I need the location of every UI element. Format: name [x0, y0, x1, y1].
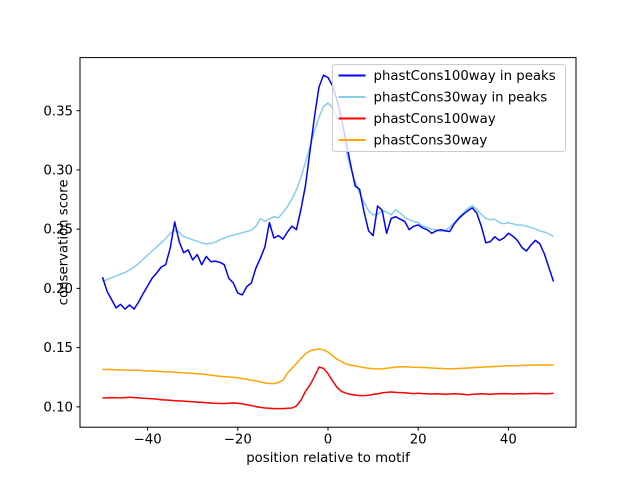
series-line-phastcons100way — [102, 366, 554, 410]
x-tick-label: 40 — [500, 433, 517, 448]
x-tick-label: −40 — [134, 433, 162, 448]
x-axis-label: position relative to motif — [246, 451, 410, 466]
legend-label: phastCons30way — [374, 134, 488, 149]
x-tick-label: −20 — [224, 433, 252, 448]
series-line-phastcons30way — [102, 348, 554, 385]
series-line-phastcons100way-in-peaks — [101, 74, 555, 310]
series-line-phastcons30way-in-peaks — [102, 102, 554, 282]
y-axis-label: conservation score — [57, 179, 72, 305]
y-tick-label: 0.10 — [43, 400, 73, 415]
y-tick-label: 0.35 — [43, 104, 73, 119]
y-tick-label: 0.25 — [43, 223, 73, 238]
legend-label: phastCons30way in peaks — [374, 91, 548, 106]
y-tick-label: 0.15 — [43, 341, 73, 356]
x-tick-label: 20 — [410, 433, 427, 448]
y-tick-label: 0.20 — [43, 282, 73, 297]
legend: phastCons100way in peaks phastCons30way i… — [332, 64, 566, 152]
legend-box — [332, 64, 566, 152]
plot-lines — [101, 74, 555, 410]
x-axis: −40 −20 0 20 40 — [134, 427, 517, 448]
y-axis: 0.10 0.15 0.20 0.25 0.30 0.35 — [43, 104, 80, 415]
y-tick-label: 0.30 — [43, 164, 73, 179]
legend-label: phastCons100way — [374, 112, 496, 127]
x-tick-label: 0 — [324, 433, 332, 448]
legend-label: phastCons100way in peaks — [374, 69, 556, 84]
